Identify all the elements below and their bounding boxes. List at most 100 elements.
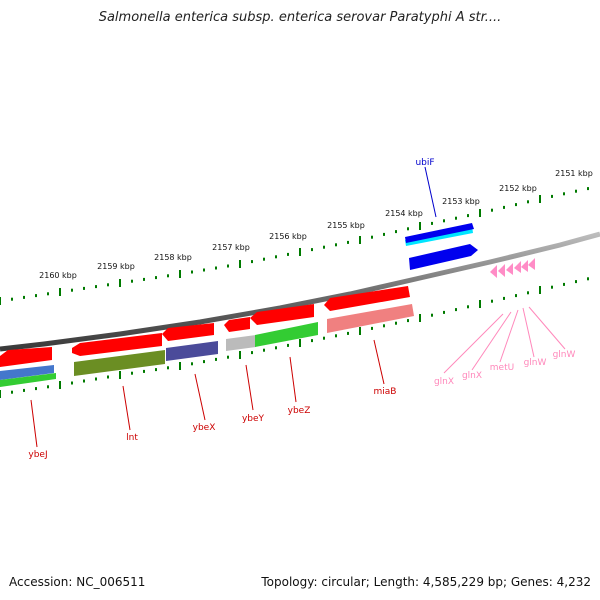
ruler-major-tick [179,270,181,278]
ruler-minor-tick [167,274,169,278]
ruler-label-2152: 2152 kbp [499,184,537,193]
ruler-minor-tick [11,390,13,394]
ruler-major-tick [299,248,301,256]
ruler-minor-tick [407,319,409,323]
ruler-minor-tick [227,355,229,359]
ruler-minor-tick [203,360,205,364]
gene-ybeZ[interactable] [250,304,318,347]
ruler-minor-tick [287,252,289,256]
gene-label-ybeX[interactable]: ybeX [193,423,216,433]
gene-ybeY[interactable] [224,317,256,351]
ruler-minor-tick [131,371,133,375]
red-leader-lines [30,339,385,448]
ruler-label-2155: 2155 kbp [327,221,365,230]
ruler-minor-tick [467,214,469,218]
ruler-label-2156: 2156 kbp [269,232,307,241]
ruler-minor-tick [95,285,97,289]
ruler-major-tick [419,314,421,322]
ruler-major-tick [239,351,241,359]
ruler-minor-tick [347,331,349,335]
ruler-minor-tick [563,192,565,196]
gene-miaB[interactable] [324,286,414,333]
ruler-major-tick [179,362,181,370]
ruler-minor-tick [191,270,193,274]
ruler-minor-tick [443,219,445,223]
gene-label-ubiF[interactable]: ubiF [415,158,434,168]
ruler-minor-tick [83,379,85,383]
ruler-minor-tick [143,369,145,373]
ruler-minor-tick [311,248,313,252]
ruler-minor-tick [587,187,589,191]
ruler-label-2151: 2151 kbp [555,169,593,178]
ruler-minor-tick [527,291,529,295]
ruler-minor-tick [35,294,37,298]
gene-label-glnW-2[interactable]: glnW [553,350,576,360]
ruler-minor-tick [335,243,337,247]
ruler-minor-tick [275,255,277,259]
ruler-minor-tick [167,366,169,370]
gene-label-lnt[interactable]: lnt [126,433,138,443]
ruler-minor-tick [563,282,565,286]
ruler-minor-tick [503,296,505,300]
ruler-minor-tick [83,286,85,290]
ruler-minor-tick [71,288,73,292]
ruler-minor-tick [251,351,253,355]
ruler-minor-tick [395,321,397,325]
ruler-major-tick [359,327,361,335]
accession-text: Accession: NC_006511 [9,575,146,589]
ruler-minor-tick [215,266,217,270]
ruler-minor-tick [407,227,409,231]
gene-label-miaB[interactable]: miaB [374,387,397,397]
ruler-minor-tick [155,368,157,372]
ruler-minor-tick [371,235,373,239]
ruler-minor-tick [23,388,25,392]
ruler-minor-tick [383,324,385,328]
ruler-minor-tick [527,200,529,204]
ruler-label-2160: 2160 kbp [39,271,77,280]
ruler-minor-tick [575,189,577,193]
upper-kbp-ruler [0,187,589,305]
gene-lnt[interactable] [72,333,165,376]
gene-ybeX[interactable] [162,323,218,361]
ruler-minor-tick [143,277,145,281]
ruler-major-tick [299,339,301,347]
ruler-minor-tick [551,285,553,289]
ruler-minor-tick [323,336,325,340]
ruler-major-tick [479,300,481,308]
ruler-minor-tick [215,357,217,361]
gene-ubiF[interactable] [405,223,478,270]
ruler-label-2154: 2154 kbp [385,209,423,218]
ruler-minor-tick [455,308,457,312]
ruler-minor-tick [203,268,205,272]
gene-label-glnX-2[interactable]: glnX [462,371,482,381]
tRNA-cluster[interactable] [490,258,535,278]
ruler-minor-tick [371,326,373,330]
ruler-minor-tick [263,348,265,352]
ruler-major-tick [59,288,61,296]
gene-ybeJ[interactable] [0,347,56,387]
ruler-major-tick [59,381,61,389]
ruler-minor-tick [107,375,109,379]
ruler-major-tick [119,279,121,287]
ruler-minor-tick [467,305,469,309]
gene-label-ybeZ[interactable]: ybeZ [288,406,311,416]
pink-leader-lines [443,306,566,374]
ruler-minor-tick [11,297,13,301]
ruler-minor-tick [491,299,493,303]
ruler-minor-tick [251,260,253,264]
ruler-minor-tick [107,283,109,287]
ruler-minor-tick [275,346,277,350]
ruler-minor-tick [347,240,349,244]
gene-label-metU[interactable]: metU [490,363,514,373]
ruler-label-2158: 2158 kbp [154,253,192,262]
ruler-minor-tick [287,343,289,347]
ruler-minor-tick [503,205,505,209]
gene-label-glnW-1[interactable]: glnW [524,358,547,368]
gene-label-glnX-1[interactable]: glnX [434,377,454,387]
gene-label-ybeJ[interactable]: ybeJ [28,450,47,460]
ruler-minor-tick [515,294,517,298]
ruler-minor-tick [431,313,433,317]
ruler-minor-tick [491,208,493,212]
gene-label-ybeY[interactable]: ybeY [242,414,265,424]
